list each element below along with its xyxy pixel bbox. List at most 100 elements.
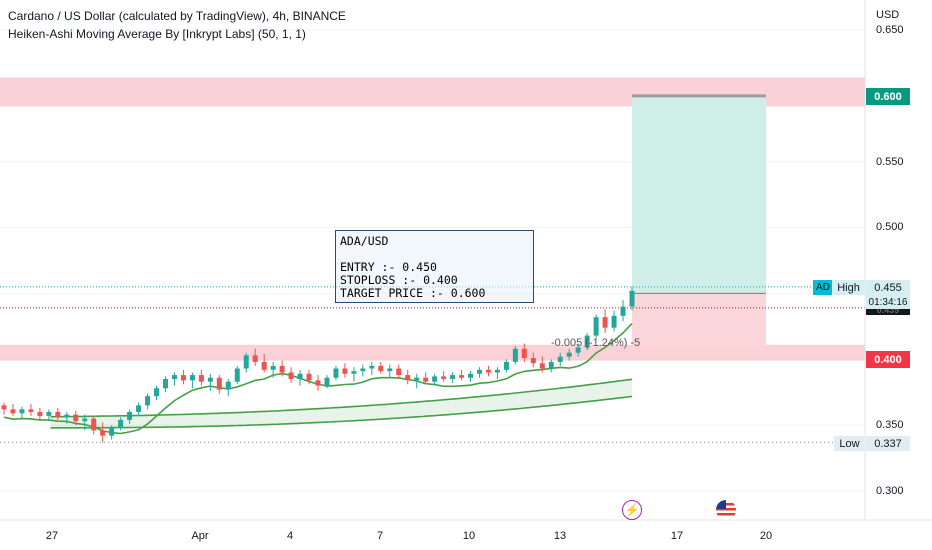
loss-area [632, 293, 766, 360]
candle-body [566, 352, 572, 357]
time-tick: 10 [462, 530, 476, 542]
candle-body [261, 361, 267, 370]
stop-price-badge[interactable]: 0.400 [866, 351, 910, 368]
time-tick: 7 [376, 530, 384, 542]
candle-body [503, 361, 509, 370]
candle-body [109, 427, 115, 436]
candle-body [73, 414, 79, 422]
candle-body [189, 375, 195, 381]
candle-body [279, 365, 285, 373]
time-tick: 17 [670, 530, 684, 542]
candle-body [55, 411, 61, 418]
slow-ma-upper [50, 378, 633, 418]
price-tick: 0.350 [876, 419, 904, 431]
lightning-icon[interactable]: ⚡ [622, 500, 642, 520]
candle-body [548, 361, 554, 369]
candle-body [539, 363, 545, 369]
candle-body [118, 419, 124, 428]
candle-body [10, 409, 16, 414]
candle-body [360, 368, 366, 372]
candle-body [207, 377, 213, 382]
countdown-badge: 01:34:16 [866, 295, 910, 309]
slow-ma-band [50, 379, 632, 428]
time-tick: 27 [45, 530, 59, 542]
position-change-label: -0.005 (-1.24%) -5 [551, 337, 641, 349]
candle-body [91, 418, 97, 431]
time-tick: 13 [553, 530, 567, 542]
candle-body [468, 373, 474, 378]
candle-body [369, 365, 375, 369]
candle-body [154, 388, 160, 397]
candle-body [243, 355, 249, 369]
slow-ma-lower [50, 395, 633, 429]
candle-body [46, 411, 52, 416]
low-price-badge: 0.337 [866, 436, 910, 451]
note-line: ENTRY :- 0.450 [340, 260, 437, 274]
candle-body [485, 369, 491, 373]
candle-body [171, 375, 177, 380]
candle-body [450, 375, 456, 380]
candle-body [476, 369, 482, 374]
hidden-price-badge: 0.439 [866, 305, 910, 315]
symbol-tag[interactable]: AD [813, 280, 833, 295]
candle-body [611, 315, 617, 328]
candle-body [64, 414, 70, 418]
candle-body [252, 355, 258, 362]
candle-body [620, 306, 626, 316]
us-flag-icon[interactable] [716, 500, 736, 520]
candle-body [127, 411, 133, 420]
price-tick: 0.300 [876, 485, 904, 497]
low-label: Low [834, 436, 865, 451]
candle-body [602, 317, 608, 328]
candle-body [216, 377, 222, 390]
price-tick: 0.550 [876, 156, 904, 168]
candle-body [512, 348, 518, 362]
candle-body [180, 375, 186, 381]
candle-body [324, 377, 330, 386]
high-label: High [832, 280, 865, 295]
candle-body [136, 405, 142, 412]
chart-title: Cardano / US Dollar (calculated by Tradi… [8, 9, 346, 23]
candle-body [1, 405, 7, 410]
candle-body [225, 381, 231, 390]
candle-body [629, 290, 635, 307]
long-position-tool[interactable] [632, 94, 766, 360]
candle-body [288, 372, 294, 380]
indicator-legend[interactable]: Heiken-Ashi Moving Average By [Inkrypt L… [8, 27, 306, 41]
time-tick: Apr [191, 530, 209, 542]
candle-body [575, 347, 581, 353]
candle-body [405, 375, 411, 381]
candle-body [82, 418, 88, 422]
candle-body [198, 375, 204, 382]
candle-body [162, 379, 168, 389]
price-tick: 0.650 [876, 24, 904, 36]
candle-body [100, 430, 106, 436]
candle-body [521, 348, 527, 358]
candle-body [333, 368, 339, 378]
note-line: TARGET PRICE :- 0.600 [340, 286, 486, 300]
time-tick: 20 [759, 530, 773, 542]
profit-area [632, 95, 766, 294]
currency-label: USD [876, 9, 900, 21]
candle-body [306, 373, 312, 381]
candle-body [28, 409, 34, 412]
time-tick: 4 [286, 530, 294, 542]
candle-body [557, 356, 563, 362]
candle-body [494, 369, 500, 373]
note-line: STOPLOSS :- 0.400 [340, 273, 458, 287]
candle-body [378, 365, 384, 372]
candle-body [297, 373, 303, 380]
candle-body [593, 317, 599, 336]
price-tick: 0.500 [876, 221, 904, 233]
candle-body [459, 375, 465, 378]
candle-body [432, 376, 438, 382]
candle-body [234, 368, 240, 382]
candle-body [584, 335, 590, 348]
target-price-badge[interactable]: 0.600 [866, 88, 910, 105]
candle-body [396, 368, 402, 376]
candle-body [342, 368, 348, 374]
trade-note[interactable]: ADA/USD ENTRY :- 0.450 STOPLOSS :- 0.400… [335, 230, 534, 303]
high-price-badge: 0.455 [866, 280, 910, 295]
candle-body [414, 377, 420, 381]
